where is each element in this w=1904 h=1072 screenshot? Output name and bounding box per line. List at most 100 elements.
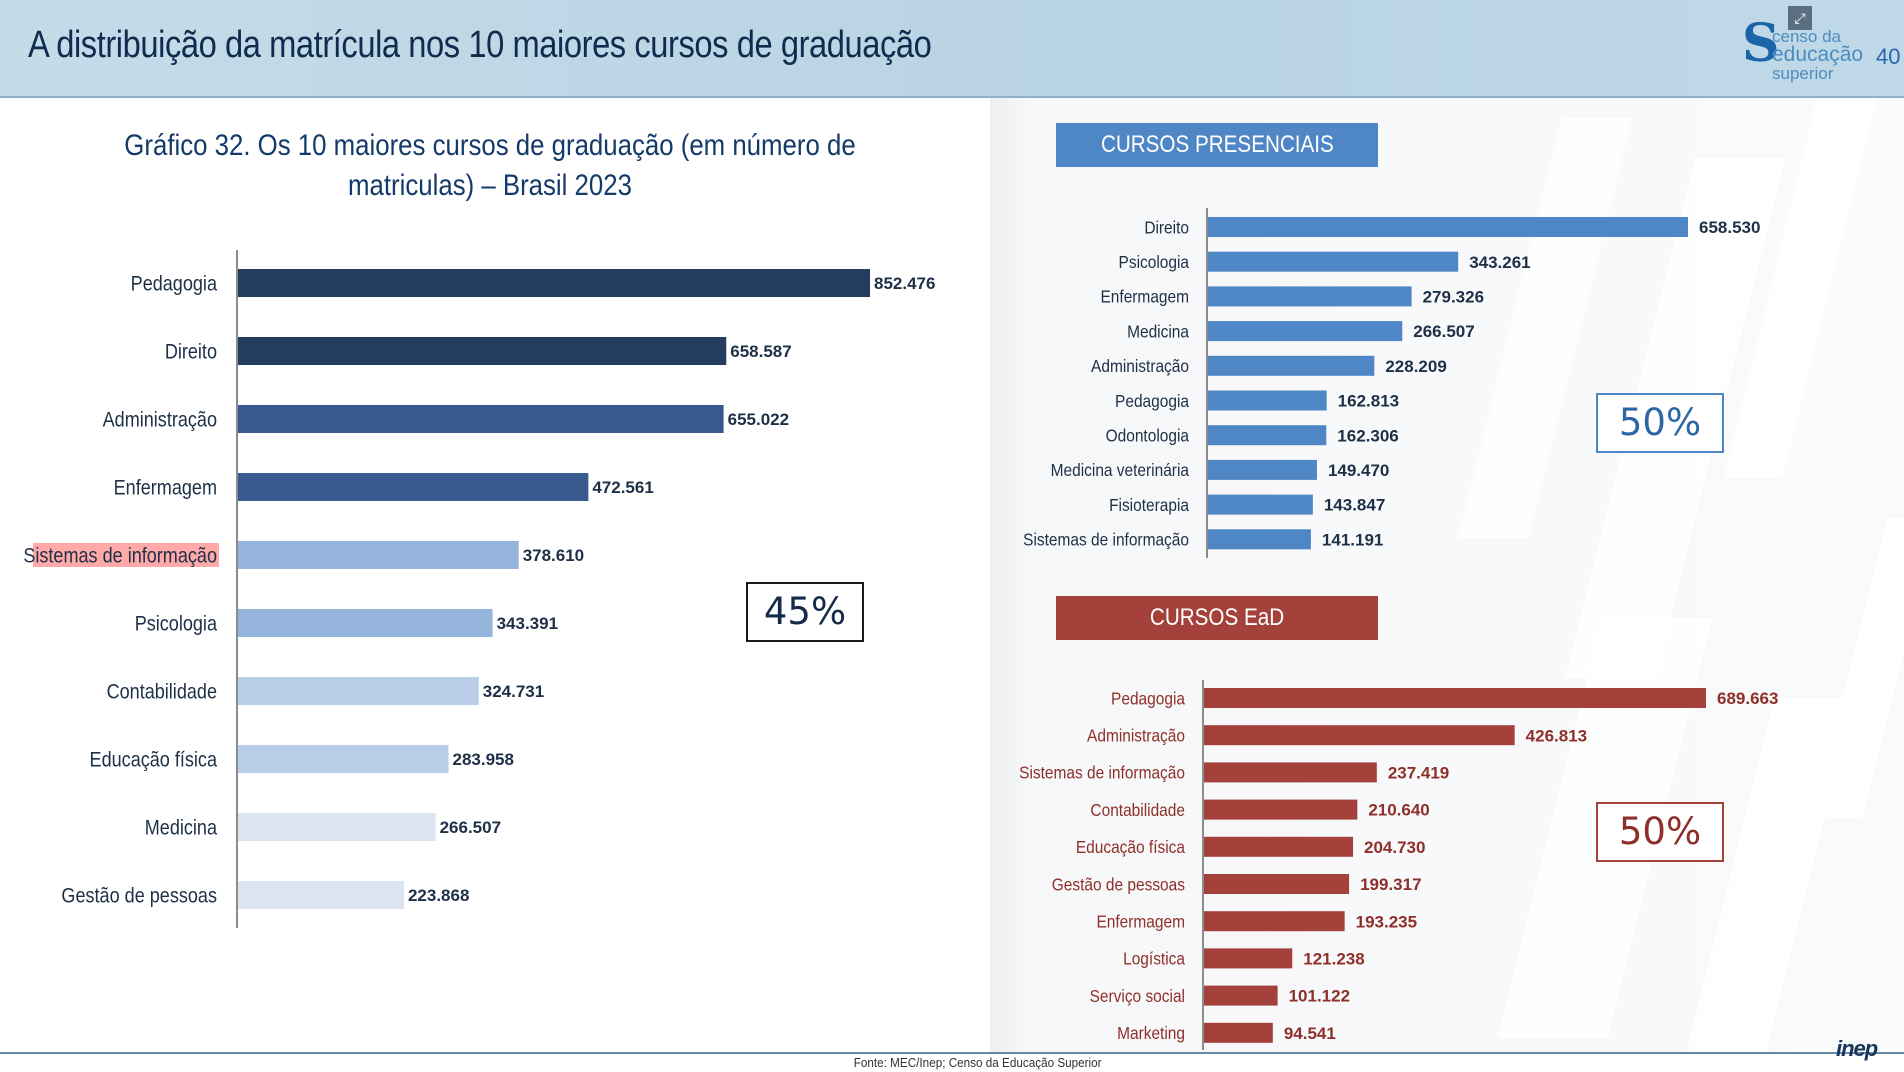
ead-bar-contabilidade: [1204, 799, 1358, 820]
presenciais-category-label-enfermagem: Enfermagem: [1100, 287, 1189, 307]
slide-title: A distribuição da matrícula nos 10 maior…: [28, 24, 932, 66]
main-bar-enfermagem: [238, 473, 589, 501]
ead-category-label-enfermagem: Enfermagem: [1096, 911, 1185, 931]
main-highlight-sistemas-de-informacao: [33, 543, 219, 567]
ead-value-label-logistica: 121.238: [1303, 950, 1364, 969]
presenciais-chart: Direito 658.530 Psicologia 343.261 Enfermage…: [1023, 208, 1760, 558]
ead-category-label-marketing: Marketing: [1117, 1023, 1185, 1043]
main-category-label-medicina: Medicina: [145, 816, 217, 840]
ead-category-label-contabilidade: Contabilidade: [1090, 800, 1185, 820]
presenciais-category-label-psicologia: Psicologia: [1119, 252, 1190, 272]
main-value-label-medicina: 266.507: [440, 818, 501, 837]
presenciais-value-label-direito: 658.530: [1699, 218, 1760, 237]
main-category-label-sistemas-de-informacao: Sistemas de informação: [23, 544, 217, 568]
logo-line-2: educação: [1772, 43, 1864, 66]
ead-category-label-educacao-fisica: Educação física: [1076, 837, 1186, 857]
ead-bar-gestao-de-pessoas: [1204, 874, 1350, 894]
main-bar-pedagogia: [238, 269, 870, 297]
presenciais-bar-pedagogia: [1208, 390, 1327, 411]
censo-logo-mark: S: [1742, 13, 1780, 74]
presenciais-bar-direito: [1208, 217, 1688, 237]
main-bar-medicina: [238, 813, 436, 841]
share-box-presenciais: 50%: [1596, 393, 1724, 453]
ead-value-label-sistemas-de-informacao: 237.419: [1388, 764, 1449, 783]
ead-category-label-servico-social: Serviço social: [1090, 986, 1185, 1006]
main-value-label-psicologia: 343.391: [497, 614, 558, 633]
presenciais-category-label-medicina: Medicina: [1127, 321, 1189, 341]
presenciais-bar-enfermagem: [1208, 286, 1412, 307]
presenciais-bar-administracao: [1208, 355, 1375, 376]
logo-line-1: censo da: [1772, 27, 1841, 46]
presenciais-value-label-odontologia: 162.306: [1337, 426, 1398, 445]
main-category-label-direito: Direito: [165, 340, 217, 364]
censo-logo-text: censo da educação superior: [1772, 28, 1863, 82]
ead-value-label-enfermagem: 193.235: [1356, 912, 1417, 931]
presenciais-value-label-medicina-veterinaria: 149.470: [1328, 461, 1389, 480]
panel-header-ead: CURSOS EaD: [1056, 596, 1378, 640]
presenciais-category-label-administracao: Administração: [1091, 356, 1189, 376]
inep-logo: inep: [1836, 1036, 1878, 1061]
ead-category-label-gestao-de-pessoas: Gestão de pessoas: [1052, 874, 1185, 894]
panel-header-presenciais-label: CURSOS PRESENCIAIS: [1100, 131, 1334, 158]
ead-value-label-contabilidade: 210.640: [1368, 801, 1429, 820]
page-number: 40: [1876, 44, 1901, 69]
chart-title-text: Gráfico 32. Os 10 maiores cursos de grad…: [124, 129, 856, 202]
presenciais-category-label-odontologia: Odontologia: [1106, 425, 1190, 445]
presenciais-bar-medicina-veterinaria: [1208, 459, 1317, 480]
censo-logo: S censo da educação superior: [1742, 13, 1872, 83]
presenciais-category-label-sistemas-de-informacao: Sistemas de informação: [1023, 530, 1189, 550]
presenciais-category-label-pedagogia: Pedagogia: [1115, 391, 1190, 411]
ead-bar-pedagogia: [1204, 688, 1706, 708]
ead-value-label-administracao: 426.813: [1526, 726, 1587, 745]
expand-icon[interactable]: ⤢: [1788, 6, 1812, 30]
ead-value-label-gestao-de-pessoas: 199.317: [1360, 875, 1421, 894]
ead-value-label-servico-social: 101.122: [1289, 987, 1350, 1006]
presenciais-bar-fisioterapia: [1208, 494, 1313, 515]
logo-line-3: superior: [1772, 64, 1834, 83]
presenciais-bar-odontologia: [1208, 425, 1327, 446]
presenciais-category-label-fisioterapia: Fisioterapia: [1109, 495, 1190, 515]
presenciais-value-label-enfermagem: 279.326: [1423, 288, 1484, 307]
footer-source-text: Fonte: MEC/Inep; Censo da Educação Super…: [854, 1055, 1102, 1070]
main-bar-contabilidade: [238, 677, 479, 705]
main-category-label-enfermagem: Enfermagem: [114, 476, 217, 500]
main-category-label-psicologia: Psicologia: [135, 612, 217, 636]
main-bar-direito: [238, 337, 727, 365]
main-value-label-educacao-fisica: 283.958: [453, 750, 514, 769]
main-category-label-educacao-fisica: Educação física: [90, 748, 218, 772]
ead-bar-administracao: [1204, 725, 1515, 746]
main-value-label-enfermagem: 472.561: [592, 478, 653, 497]
main-bar-administracao: [238, 405, 724, 433]
main-bar-gestao-de-pessoas: [238, 881, 404, 909]
ead-category-label-administracao: Administração: [1087, 725, 1185, 745]
ead-value-label-educacao-fisica: 204.730: [1364, 838, 1425, 857]
panel-header-presenciais: CURSOS PRESENCIAIS: [1056, 123, 1378, 167]
ead-bar-sistemas-de-informacao: [1204, 762, 1377, 783]
presenciais-value-label-medicina: 266.507: [1413, 322, 1474, 341]
presenciais-value-label-psicologia: 343.261: [1469, 253, 1530, 272]
share-box-total: 45%: [746, 582, 864, 642]
presenciais-value-label-administracao: 228.209: [1385, 357, 1446, 376]
panel-header-ead-label: CURSOS EaD: [1149, 604, 1285, 631]
ead-bar-servico-social: [1204, 985, 1278, 1006]
footer-source: Fonte: MEC/Inep; Censo da Educação Super…: [0, 1055, 1904, 1070]
ead-bar-enfermagem: [1204, 911, 1345, 932]
main-value-label-pedagogia: 852.476: [874, 274, 935, 293]
ead-value-label-pedagogia: 689.663: [1717, 689, 1778, 708]
presenciais-category-label-medicina-veterinaria: Medicina veterinária: [1051, 460, 1190, 480]
main-bar-educacao-fisica: [238, 745, 449, 773]
ead-bar-educacao-fisica: [1204, 836, 1354, 857]
main-category-label-gestao-de-pessoas: Gestão de pessoas: [61, 884, 217, 908]
main-chart: Pedagogia 852.476 Direito 658.587 Administra…: [23, 250, 935, 928]
presenciais-value-label-fisioterapia: 143.847: [1324, 496, 1385, 515]
main-category-label-pedagogia: Pedagogia: [131, 272, 217, 296]
ead-chart: Pedagogia 689.663 Administração 426.813 Sist…: [1019, 680, 1778, 1050]
chart-title: Gráfico 32. Os 10 maiores cursos de grad…: [60, 126, 920, 206]
presenciais-category-label-direito: Direito: [1144, 217, 1189, 237]
share-box-ead: 50%: [1596, 802, 1724, 862]
presenciais-bar-psicologia: [1208, 251, 1459, 272]
ead-bar-logistica: [1204, 948, 1293, 969]
footer-divider: [0, 1052, 1904, 1054]
presenciais-bar-medicina: [1208, 321, 1403, 342]
slide-header: A distribuição da matrícula nos 10 maior…: [0, 0, 1904, 98]
